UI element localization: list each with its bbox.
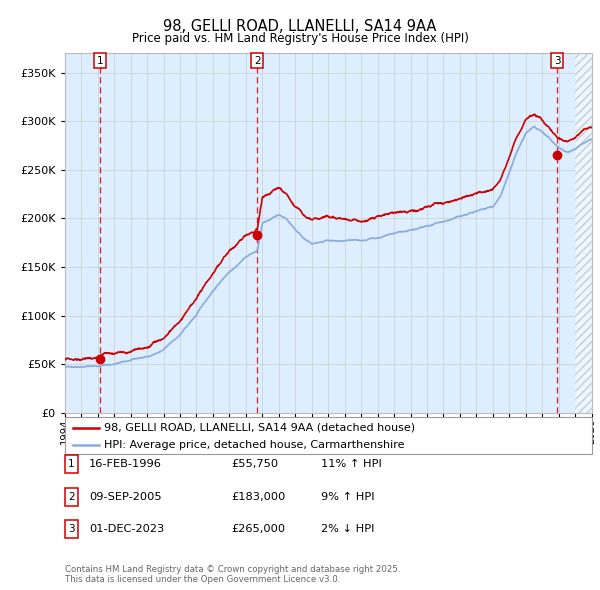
Bar — [575, 53, 592, 413]
Text: Price paid vs. HM Land Registry's House Price Index (HPI): Price paid vs. HM Land Registry's House … — [131, 32, 469, 45]
Bar — [575, 53, 592, 413]
Text: 2: 2 — [68, 492, 75, 502]
Text: 01-DEC-2023: 01-DEC-2023 — [89, 525, 164, 534]
Text: 98, GELLI ROAD, LLANELLI, SA14 9AA: 98, GELLI ROAD, LLANELLI, SA14 9AA — [163, 19, 437, 34]
FancyBboxPatch shape — [65, 417, 592, 454]
Text: 09-SEP-2005: 09-SEP-2005 — [89, 492, 161, 502]
Text: 3: 3 — [554, 56, 560, 66]
Text: 2: 2 — [254, 56, 260, 66]
Text: 9% ↑ HPI: 9% ↑ HPI — [321, 492, 374, 502]
Bar — [65, 53, 592, 413]
Text: 16-FEB-1996: 16-FEB-1996 — [89, 460, 161, 469]
Text: 1: 1 — [68, 460, 75, 469]
Text: 98, GELLI ROAD, LLANELLI, SA14 9AA (detached house): 98, GELLI ROAD, LLANELLI, SA14 9AA (deta… — [104, 422, 415, 432]
Text: 1: 1 — [97, 56, 103, 66]
Text: 11% ↑ HPI: 11% ↑ HPI — [321, 460, 382, 469]
Text: Contains HM Land Registry data © Crown copyright and database right 2025.
This d: Contains HM Land Registry data © Crown c… — [65, 565, 400, 584]
Text: £183,000: £183,000 — [231, 492, 286, 502]
Text: 2% ↓ HPI: 2% ↓ HPI — [321, 525, 374, 534]
Text: 3: 3 — [68, 525, 75, 534]
Text: £265,000: £265,000 — [231, 525, 285, 534]
Text: HPI: Average price, detached house, Carmarthenshire: HPI: Average price, detached house, Carm… — [104, 440, 405, 450]
Text: £55,750: £55,750 — [231, 460, 278, 469]
